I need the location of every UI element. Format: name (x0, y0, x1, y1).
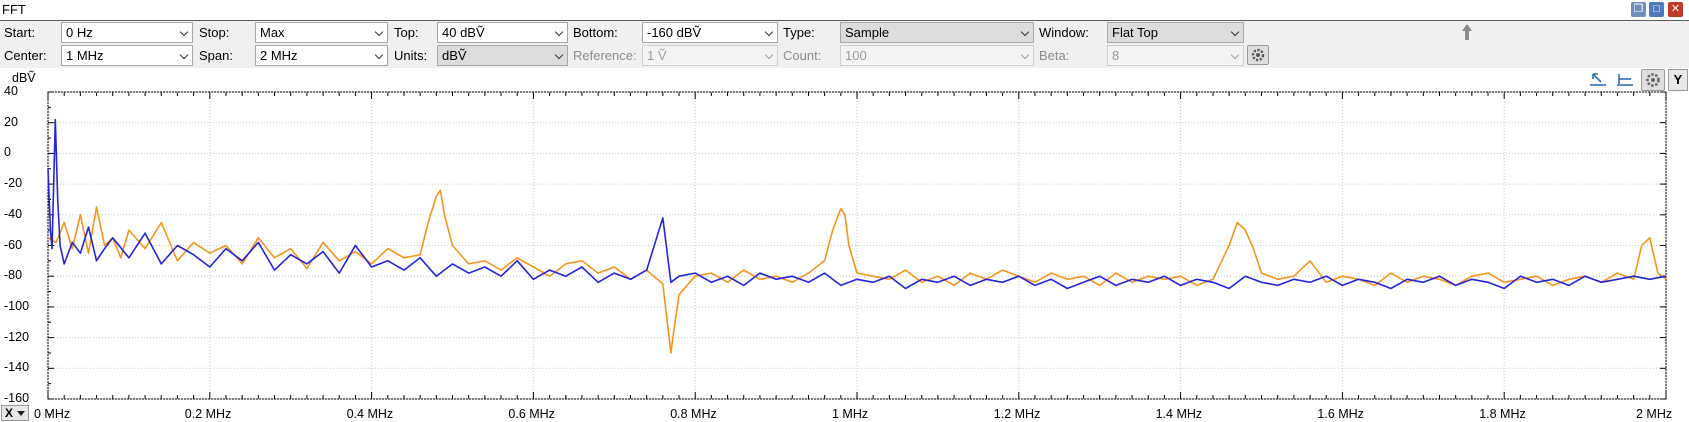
y-unit-label: dBṼ (12, 71, 36, 85)
stop-select[interactable]: Max (255, 22, 388, 43)
chevron-down-icon (179, 50, 189, 60)
gear-icon (1251, 48, 1265, 62)
y-cursor-label: Y (1673, 72, 1683, 87)
x-tick-label: 1.8 MHz (1479, 407, 1526, 421)
y-tick-label: -60 (4, 237, 23, 252)
start-value: 0 Hz (66, 25, 93, 40)
top-label: Top: (394, 25, 419, 40)
x-tick-label: 0.2 MHz (184, 407, 232, 421)
count-value: 100 (845, 48, 867, 63)
chevron-down-icon (764, 27, 774, 37)
span-select[interactable]: 2 MHz (255, 45, 388, 66)
x-tick-label: 0.8 MHz (670, 407, 717, 421)
x-tick-label: 1.2 MHz (993, 407, 1041, 421)
maximize-icon[interactable]: □ (1649, 2, 1664, 17)
bottom-value: -160 dBṼ (647, 25, 702, 40)
chevron-down-icon (764, 50, 774, 60)
center-select[interactable]: 1 MHz (61, 45, 193, 66)
settings-gear-button[interactable] (1247, 45, 1269, 65)
y-tick-label: -80 (4, 268, 23, 283)
window-value: Flat Top (1112, 25, 1159, 40)
span-label: Span: (199, 48, 233, 63)
spectrum-trace-1 (47, 189, 1667, 354)
stop-value: Max (260, 25, 285, 40)
x-tick-label: 0.6 MHz (508, 407, 555, 421)
type-value: Sample (845, 25, 890, 40)
title-bar: FFT ❐ □ ✕ (0, 0, 1689, 21)
restore-icon[interactable]: ❐ (1631, 2, 1646, 17)
center-value: 1 MHz (66, 48, 104, 63)
chevron-down-icon (179, 27, 189, 37)
units-label: Units: (394, 48, 428, 63)
reference-label: Reference: (573, 48, 637, 63)
chevron-down-icon (554, 27, 564, 37)
stop-label: Stop: (199, 25, 230, 40)
top-select[interactable]: 40 dBṼ (437, 22, 568, 43)
start-label: Start: (4, 25, 36, 40)
count-label: Count: (783, 48, 822, 63)
gear-icon (1646, 73, 1660, 87)
y-tick-label: -40 (4, 206, 23, 221)
chevron-down-icon (374, 27, 384, 37)
chevron-down-icon (1020, 27, 1030, 37)
x-cursor-label: X (5, 406, 14, 420)
chevron-down-icon (374, 50, 384, 60)
caret-down-icon (17, 411, 25, 416)
reference-select[interactable]: 1 Ṽ (642, 45, 778, 66)
start-select[interactable]: 0 Hz (61, 22, 193, 43)
units-value: dBṼ (442, 48, 467, 63)
x-tick-label: 1.4 MHz (1155, 407, 1203, 421)
x-tick-label: 1 MHz (832, 407, 869, 421)
count-select[interactable]: 100 (840, 45, 1034, 66)
x-tick-label: 0 MHz (34, 407, 71, 421)
plot-settings-button[interactable] (1641, 69, 1665, 91)
cursor-tool-2-icon[interactable] (1616, 70, 1634, 88)
y-tick-label: 20 (4, 114, 18, 129)
x-cursor-button[interactable]: X (1, 405, 29, 421)
y-tick-label: -100 (4, 298, 30, 313)
span-value: 2 MHz (260, 48, 298, 63)
bottom-label: Bottom: (573, 25, 618, 40)
fft-settings-toolbar: Start: 0 Hz Stop: Max Top: 40 dBṼ Botto… (0, 21, 1689, 68)
y-tick-label: -120 (4, 329, 30, 344)
chevron-down-icon (1230, 27, 1240, 37)
cursor-tool-1-icon[interactable] (1589, 70, 1607, 88)
chevron-down-icon (554, 50, 564, 60)
chevron-down-icon (1230, 50, 1240, 60)
y-tick-label: -140 (4, 360, 30, 375)
beta-label: Beta: (1039, 48, 1070, 63)
fft-plot[interactable]: dBṼ Y 40 20 0 -20 -40 -60 -80 -100 -120 -140 -160… (0, 68, 1689, 422)
y-cursor-button[interactable]: Y (1668, 69, 1688, 91)
x-tick-label: 2 MHz (1636, 407, 1673, 421)
beta-select[interactable]: 8 (1107, 45, 1244, 66)
beta-value: 8 (1112, 48, 1120, 63)
center-label: Center: (4, 48, 47, 63)
window-select[interactable]: Flat Top (1107, 22, 1244, 43)
y-tick-label: 0 (4, 145, 11, 160)
reference-value: 1 Ṽ (647, 48, 667, 63)
pin-icon[interactable] (1461, 23, 1473, 41)
bottom-select[interactable]: -160 dBṼ (642, 22, 778, 43)
window-title: FFT (2, 2, 26, 17)
type-select[interactable]: Sample (840, 22, 1034, 43)
x-tick-label: 0.4 MHz (346, 407, 394, 421)
type-label: Type: (783, 25, 815, 40)
spectrum-chart (47, 91, 1667, 415)
spectrum-trace-2 (47, 118, 1667, 290)
y-tick-label: -20 (4, 176, 23, 191)
close-icon[interactable]: ✕ (1668, 2, 1683, 17)
window-label: Window: (1039, 25, 1089, 40)
x-tick-label: 1.6 MHz (1317, 407, 1364, 421)
y-tick-label: -160 (4, 391, 30, 405)
units-select[interactable]: dBṼ (437, 45, 568, 66)
chevron-down-icon (1020, 50, 1030, 60)
top-value: 40 dBṼ (442, 25, 485, 40)
y-tick-label: 40 (4, 84, 18, 98)
